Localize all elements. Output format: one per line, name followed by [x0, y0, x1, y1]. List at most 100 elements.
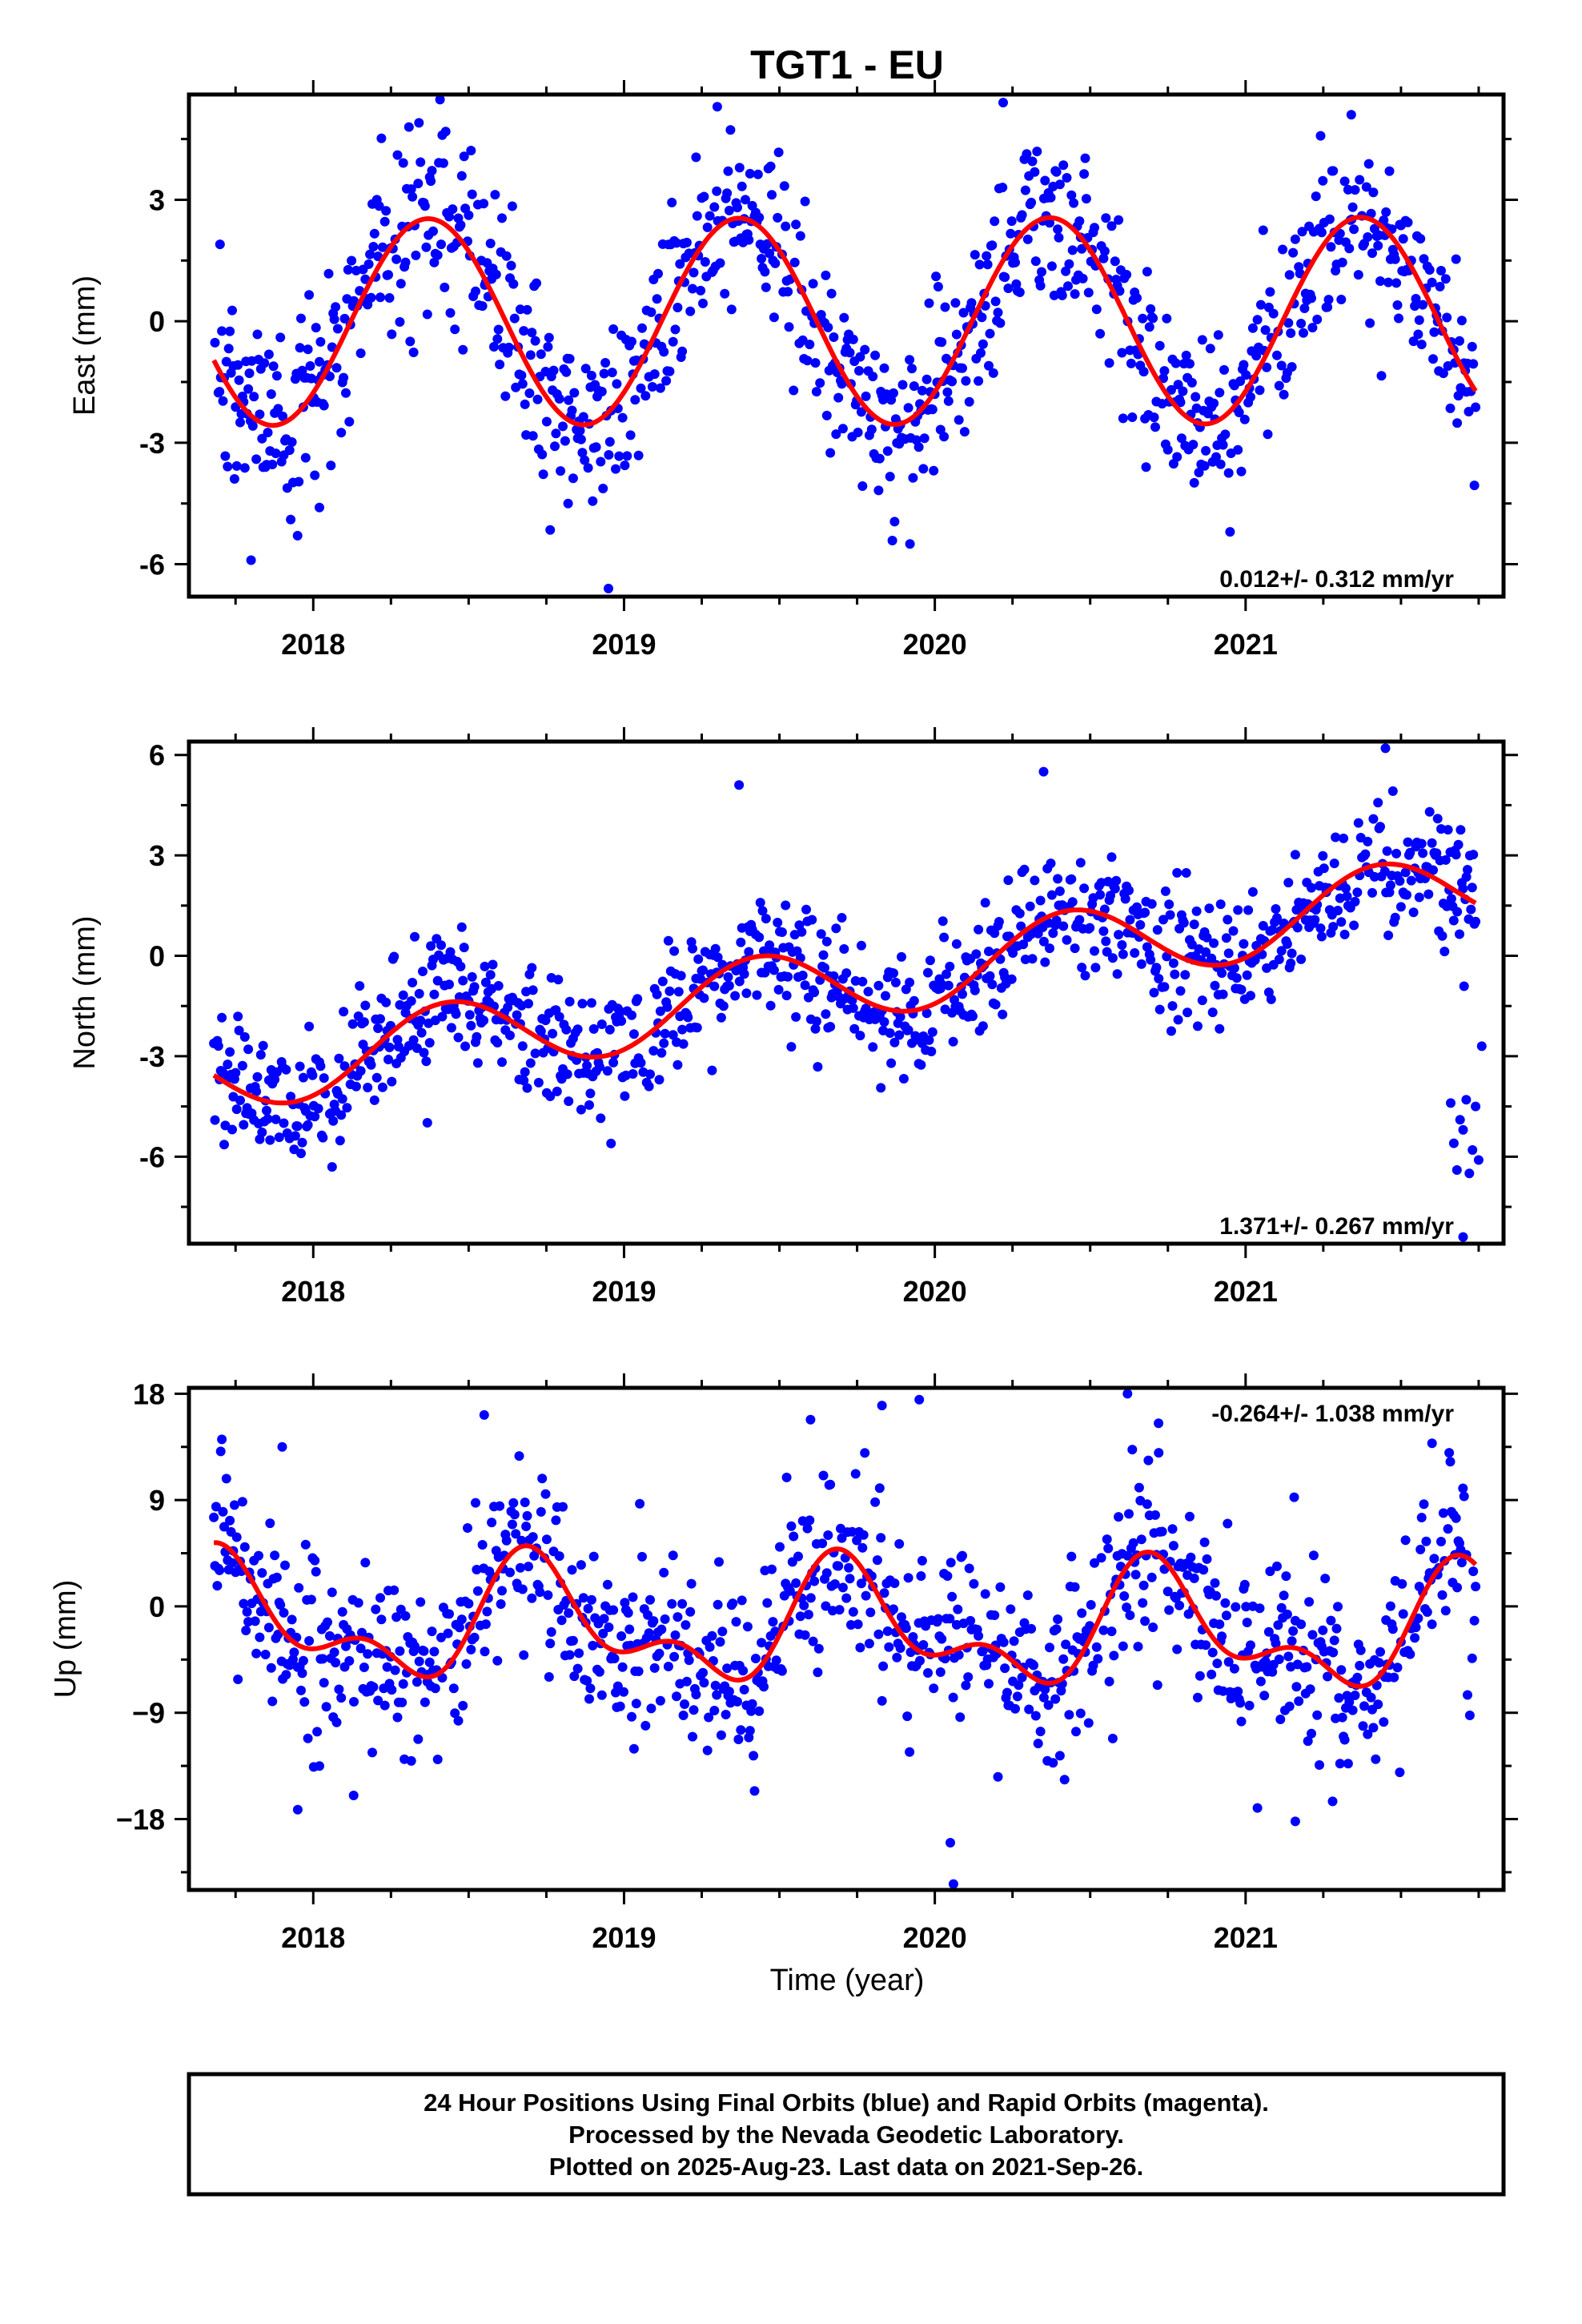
data-point	[1223, 468, 1234, 478]
data-point-outlier	[479, 1409, 489, 1420]
data-point	[519, 326, 529, 336]
data-point	[304, 1021, 315, 1031]
data-point	[660, 1614, 670, 1624]
data-point	[702, 222, 713, 232]
y-tick-label: -6	[139, 549, 165, 581]
data-point	[233, 1011, 243, 1022]
data-point	[688, 943, 697, 954]
data-point	[1215, 1619, 1225, 1630]
data-point	[536, 1026, 546, 1036]
data-point	[576, 1104, 586, 1115]
data-point	[339, 1061, 350, 1072]
data-point	[310, 1555, 320, 1566]
data-point	[617, 412, 628, 423]
data-point	[501, 1535, 512, 1546]
data-point	[373, 251, 383, 262]
data-point	[371, 1072, 382, 1083]
data-point	[1406, 875, 1416, 886]
data-point	[211, 1502, 221, 1512]
data-point	[640, 1720, 651, 1731]
data-point	[263, 1114, 273, 1124]
data-point	[1170, 358, 1181, 368]
data-point	[670, 1630, 681, 1640]
data-point	[1204, 903, 1215, 914]
data-point	[432, 975, 443, 986]
data-point-outlier	[315, 502, 324, 513]
data-point	[707, 1630, 717, 1641]
data-point	[334, 1684, 344, 1695]
data-point	[1389, 1672, 1399, 1683]
data-point	[686, 1578, 697, 1589]
data-point	[266, 1663, 276, 1673]
data-point	[925, 955, 935, 966]
data-point	[602, 1579, 612, 1590]
data-point	[816, 929, 826, 939]
data-point	[426, 941, 436, 951]
data-point	[262, 1105, 271, 1116]
data-point	[1408, 336, 1419, 347]
data-point	[1079, 883, 1090, 894]
data-point	[255, 1050, 266, 1060]
data-point	[951, 329, 962, 340]
data-point	[1086, 1600, 1096, 1610]
data-point	[1201, 947, 1211, 957]
data-point	[1172, 452, 1182, 462]
data-point	[421, 1056, 432, 1067]
data-point	[1333, 1602, 1343, 1612]
data-point	[765, 1000, 776, 1011]
data-point	[1311, 191, 1321, 202]
data-point	[1363, 1729, 1373, 1739]
data-point	[1180, 970, 1191, 980]
data-point	[680, 1699, 689, 1709]
data-point	[233, 360, 243, 370]
data-point	[907, 364, 917, 374]
data-point	[662, 1002, 673, 1012]
data-point	[715, 258, 725, 268]
data-point	[1106, 221, 1117, 231]
data-point	[1024, 1704, 1034, 1715]
data-point	[1143, 1455, 1154, 1466]
data-point	[1413, 1613, 1423, 1623]
data-point	[1181, 350, 1191, 360]
data-point	[879, 363, 889, 373]
data-point-outlier	[805, 1414, 816, 1425]
data-point	[1148, 313, 1158, 324]
data-point	[221, 1474, 231, 1484]
data-point	[344, 416, 355, 427]
data-point	[265, 1135, 275, 1145]
data-point	[586, 1594, 596, 1605]
data-point	[297, 365, 307, 376]
data-point	[915, 1655, 925, 1666]
data-point	[390, 1665, 400, 1675]
data-point	[1373, 240, 1383, 251]
data-point	[337, 1094, 347, 1104]
data-point	[635, 1498, 645, 1509]
data-point	[451, 1009, 461, 1019]
data-point	[371, 1604, 381, 1614]
data-point	[1027, 156, 1038, 167]
data-point	[444, 979, 454, 990]
data-point	[947, 376, 958, 387]
data-point	[251, 454, 262, 464]
data-point	[1166, 384, 1176, 395]
data-point	[886, 1058, 897, 1068]
data-point	[389, 951, 400, 962]
data-point	[1452, 907, 1463, 917]
data-point	[1235, 1698, 1246, 1708]
data-point	[327, 1587, 337, 1598]
data-point	[1445, 1457, 1456, 1467]
data-point	[633, 450, 644, 460]
data-point	[377, 242, 387, 252]
data-point	[1122, 1550, 1133, 1561]
data-point	[1427, 838, 1437, 848]
data-point	[1006, 974, 1017, 984]
data-point	[685, 306, 696, 316]
data-point	[1443, 825, 1453, 835]
data-point	[902, 1711, 913, 1722]
data-point	[692, 1023, 702, 1033]
data-point	[507, 201, 517, 211]
data-point	[895, 1643, 905, 1653]
data-point	[1093, 1654, 1103, 1664]
data-point	[504, 342, 514, 352]
data-point	[1247, 887, 1258, 897]
